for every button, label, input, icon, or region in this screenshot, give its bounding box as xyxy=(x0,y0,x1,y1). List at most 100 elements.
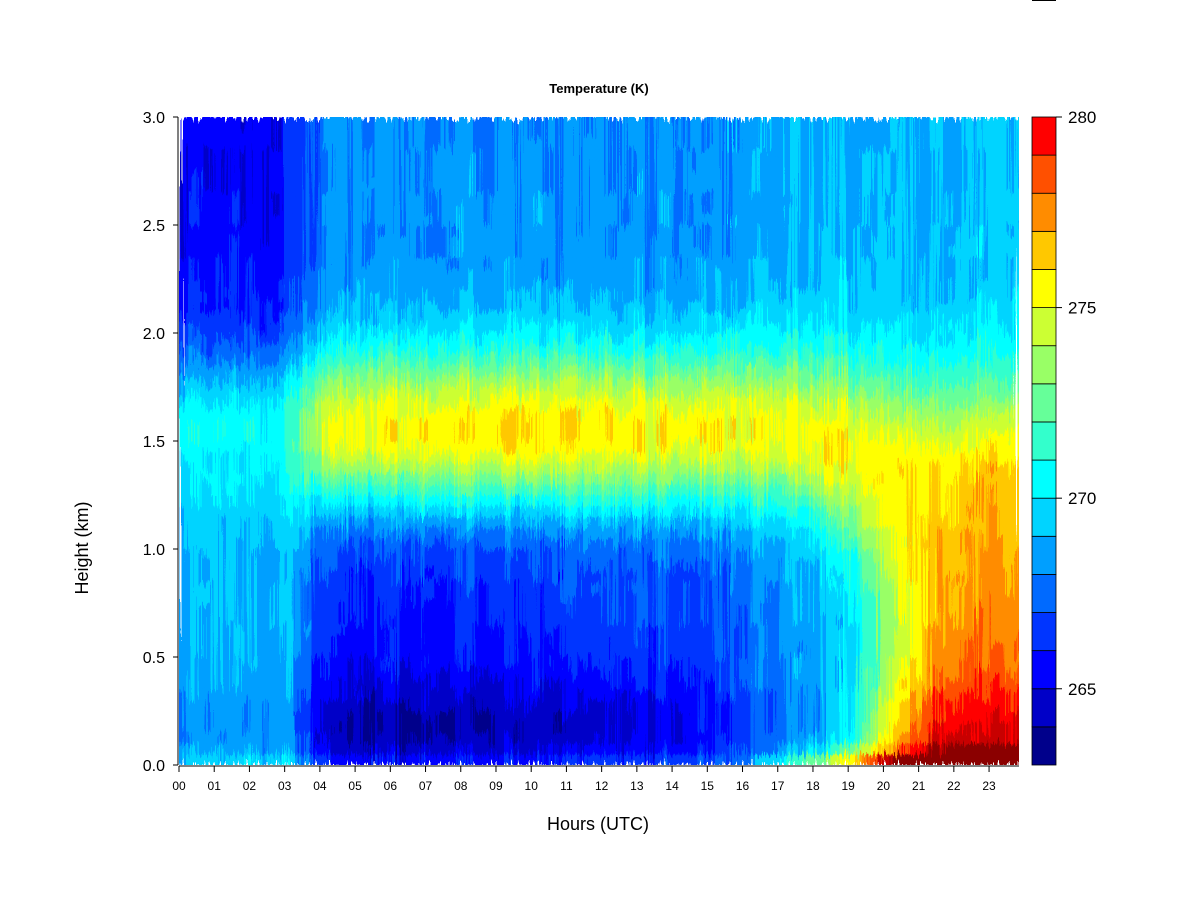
heatmap-cell xyxy=(504,343,511,356)
heatmap-cell xyxy=(541,127,548,140)
heatmap-cell xyxy=(226,127,233,140)
heatmap-cell xyxy=(210,408,217,420)
heatmap-cell xyxy=(278,354,285,366)
heatmap-cell xyxy=(420,192,427,204)
heatmap-cell xyxy=(284,462,291,474)
heatmap-cell xyxy=(557,267,564,280)
heatmap-cell xyxy=(247,300,254,312)
heatmap-cell xyxy=(373,548,380,561)
heatmap-cell xyxy=(257,138,264,150)
heatmap-cell xyxy=(572,386,579,399)
heatmap-cell xyxy=(557,753,564,765)
heatmap-cell xyxy=(326,688,333,701)
heatmap-cell xyxy=(231,181,238,194)
heatmap-cell xyxy=(268,170,275,183)
heatmap-cell xyxy=(378,267,385,280)
heatmap-cell xyxy=(473,310,480,323)
heatmap-cell xyxy=(373,483,380,496)
heatmap-cell xyxy=(352,580,359,593)
heatmap-cell xyxy=(504,699,511,712)
heatmap-cell xyxy=(499,516,506,528)
heatmap-cell xyxy=(593,246,600,258)
heatmap-cell xyxy=(436,688,443,701)
heatmap-cell xyxy=(578,688,585,701)
heatmap-cell xyxy=(604,472,611,485)
heatmap-cell xyxy=(278,494,285,507)
heatmap-cell xyxy=(257,386,264,399)
heatmap-cell xyxy=(341,494,348,507)
heatmap-cell xyxy=(263,300,270,312)
heatmap-cell xyxy=(205,138,212,150)
heatmap-cell xyxy=(515,753,522,765)
heatmap-cell xyxy=(593,418,600,431)
heatmap-cell xyxy=(567,494,574,507)
heatmap-cell xyxy=(567,397,574,410)
heatmap-cell xyxy=(231,591,238,604)
heatmap-cell xyxy=(226,570,233,582)
heatmap-cell xyxy=(215,429,222,442)
heatmap-cell xyxy=(257,310,264,323)
heatmap-cell xyxy=(221,429,228,442)
heatmap-cell xyxy=(247,235,254,248)
heatmap-cell xyxy=(515,494,522,507)
heatmap-cell xyxy=(572,429,579,442)
heatmap-cell xyxy=(236,429,243,442)
heatmap-cell xyxy=(546,310,553,323)
heatmap-cell xyxy=(410,289,417,302)
heatmap-cell xyxy=(541,570,548,582)
heatmap-cell xyxy=(562,418,569,431)
heatmap-cell xyxy=(294,117,301,129)
heatmap-cell xyxy=(494,732,501,744)
heatmap-cell xyxy=(473,645,480,658)
heatmap-cell xyxy=(305,224,312,237)
heatmap-cell xyxy=(247,127,254,140)
heatmap-cell xyxy=(194,494,201,507)
heatmap-cell xyxy=(336,127,343,140)
heatmap-cell xyxy=(404,580,411,593)
heatmap-cell xyxy=(520,678,527,690)
heatmap-cell xyxy=(389,516,396,528)
heatmap-cell xyxy=(357,170,364,183)
heatmap-cell xyxy=(284,710,291,723)
heatmap-cell xyxy=(310,397,317,410)
heatmap-cell xyxy=(236,364,243,377)
heatmap-cell xyxy=(305,494,312,507)
heatmap-cell xyxy=(520,602,527,615)
heatmap-cell xyxy=(488,375,495,388)
heatmap-cell xyxy=(583,526,590,539)
heatmap-cell xyxy=(184,224,191,237)
heatmap-cell xyxy=(494,235,501,248)
heatmap-cell xyxy=(331,645,338,658)
heatmap-cell xyxy=(499,278,506,291)
heatmap-cell xyxy=(410,699,417,712)
heatmap-cell xyxy=(378,472,385,485)
heatmap-cell xyxy=(226,159,233,172)
heatmap-cell xyxy=(536,505,543,518)
heatmap-cell xyxy=(562,246,569,258)
heatmap-cell xyxy=(341,667,348,680)
heatmap-cell xyxy=(578,732,585,744)
heatmap-cell xyxy=(546,159,553,172)
heatmap-cell xyxy=(494,721,501,734)
heatmap-cell xyxy=(268,710,275,723)
heatmap-cell xyxy=(315,634,322,647)
heatmap-cell xyxy=(231,397,238,410)
heatmap-cell xyxy=(194,570,201,582)
heatmap-cell xyxy=(404,354,411,366)
heatmap-cell xyxy=(215,310,222,323)
heatmap-cell xyxy=(299,548,306,561)
heatmap-cell xyxy=(368,667,375,680)
heatmap-cell xyxy=(289,548,296,561)
heatmap-cell xyxy=(530,472,537,485)
heatmap-cell xyxy=(179,213,186,226)
heatmap-cell xyxy=(315,278,322,291)
heatmap-cell xyxy=(284,321,291,334)
heatmap-cell xyxy=(494,699,501,712)
heatmap-cell xyxy=(515,181,522,194)
heatmap-cell xyxy=(284,429,291,442)
heatmap-cell xyxy=(236,343,243,356)
heatmap-cell xyxy=(562,732,569,744)
heatmap-cell xyxy=(362,235,369,248)
heatmap-cell xyxy=(389,202,396,215)
heatmap-cell xyxy=(357,526,364,539)
